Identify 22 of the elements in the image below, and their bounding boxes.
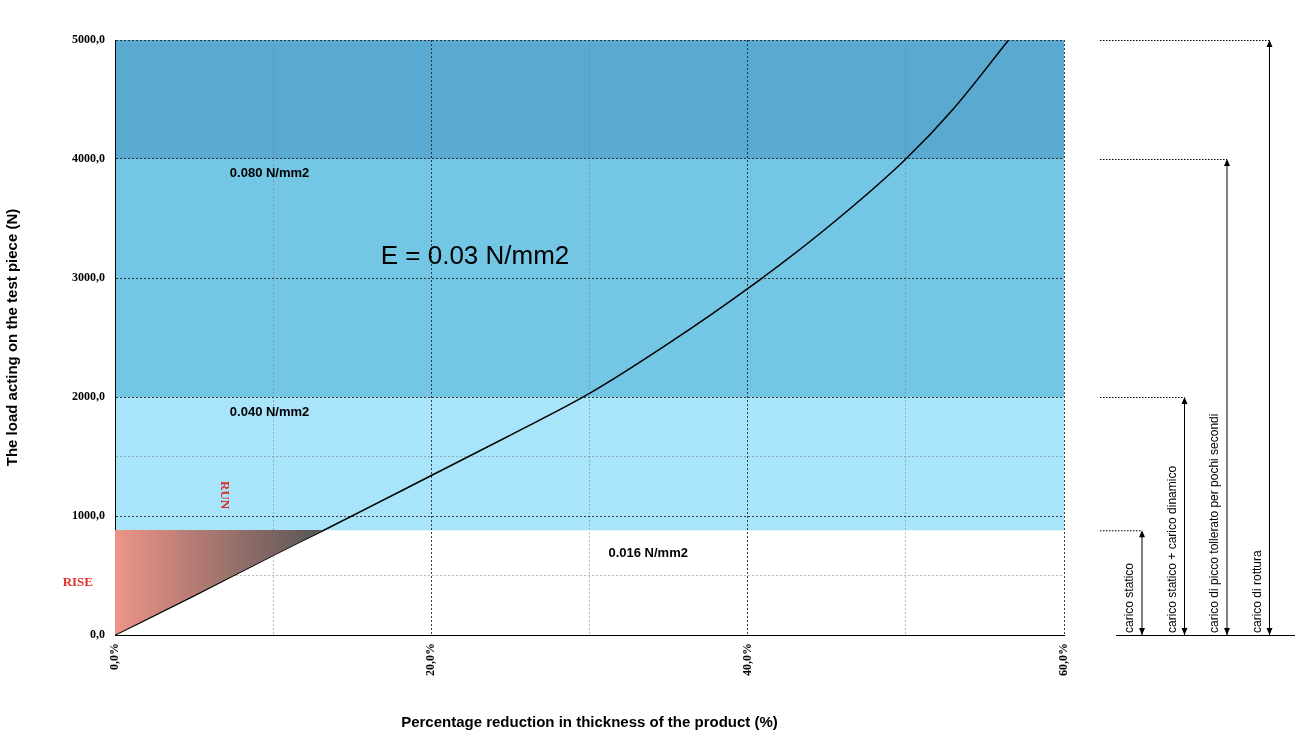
text: carico statico + carico dinamico <box>1164 465 1179 633</box>
annotation: E = 0.03 N/mm2 <box>380 239 570 270</box>
annotation: 0.080 N/mm2 <box>229 164 310 180</box>
y-tick-label: 5000,0 <box>72 32 105 47</box>
text: carico statico <box>1122 562 1137 633</box>
x-tick-label: 60,0% <box>1056 643 1071 676</box>
annotation: 0.016 N/mm2 <box>608 545 688 561</box>
x-tick-label: 0,0% <box>107 643 122 670</box>
y-tick-label: 4000,0 <box>72 151 105 166</box>
y-axis-title: The load acting on the test piece (N) <box>3 208 21 467</box>
text: carico di picco tollerato per pochi secondi <box>1207 413 1222 633</box>
x-axis-title: Percentage reduction in thickness of the product (%) <box>401 713 778 731</box>
annotation: RUN <box>217 481 233 510</box>
y-tick-label: 2000,0 <box>72 389 105 404</box>
y-tick-label: 3000,0 <box>72 270 105 285</box>
y-tick-label: 1000,0 <box>72 508 105 523</box>
x-tick-label: 20,0% <box>423 643 438 676</box>
y-tick-label: 0,0 <box>90 627 105 642</box>
text: RISE <box>62 574 93 589</box>
annotation: 0.040 N/mm2 <box>229 404 310 420</box>
x-tick-label: 40,0% <box>739 643 754 676</box>
text: carico di rottura <box>1249 549 1264 633</box>
